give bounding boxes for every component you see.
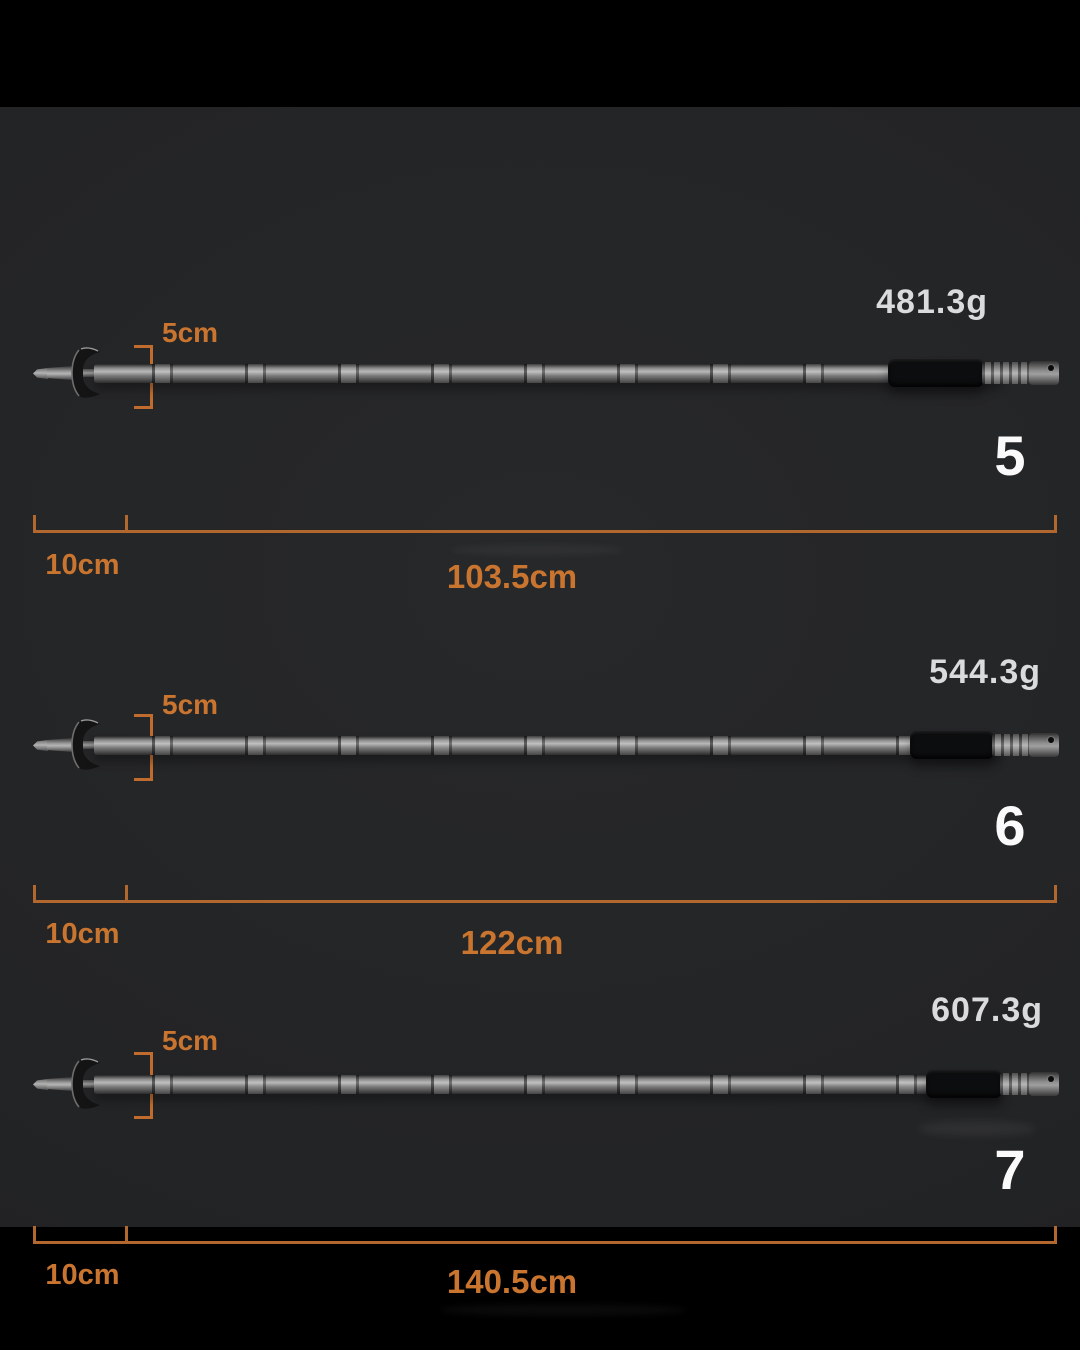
pole-basket-icon <box>71 1058 100 1109</box>
pole-tip-rod-icon <box>73 369 99 377</box>
pole-grip <box>926 1070 1002 1098</box>
total-length-label: 103.5cm <box>446 558 578 595</box>
cord-hole-icon <box>1048 365 1054 371</box>
ruler-tick-10cm <box>125 515 128 531</box>
size-number: 6 <box>994 794 1026 857</box>
segment-length-label: 5cm <box>162 317 219 348</box>
weight-label: 481.3g <box>876 283 988 321</box>
tip-length-label: 10cm <box>45 1259 120 1291</box>
length-ruler <box>33 884 1057 903</box>
pole-basket-icon <box>71 347 100 398</box>
pole-grip <box>888 359 984 387</box>
watermark-smudge <box>450 544 625 556</box>
pole-graphic <box>30 1052 1062 1116</box>
pole-endcap <box>1029 733 1059 757</box>
pole-grip <box>910 731 994 759</box>
tip-length-label: 10cm <box>45 549 120 581</box>
length-ruler <box>33 514 1057 533</box>
pole-tip-icon <box>33 740 48 751</box>
size-number: 5 <box>994 424 1026 487</box>
ruler-tick-right <box>1054 885 1057 901</box>
segment-length-label: 5cm <box>162 1025 219 1056</box>
segment-length-label: 5cm <box>162 689 219 720</box>
pole-endcap <box>1029 361 1059 385</box>
weight-label: 544.3g <box>929 653 1041 691</box>
pole-shaft <box>94 1075 1002 1094</box>
pole-endcap <box>1029 1072 1059 1096</box>
pole-graphic <box>30 341 1062 405</box>
ruler-tick-10cm <box>125 1226 128 1242</box>
pole-tip-icon <box>33 1079 48 1090</box>
tip-length-label: 10cm <box>45 918 120 950</box>
watermark-smudge <box>440 1304 685 1316</box>
weight-label: 607.3g <box>931 991 1043 1029</box>
ruler-tick-right <box>1054 515 1057 531</box>
ruler-tick-right <box>1054 1226 1057 1242</box>
ruler-tick-left <box>33 515 36 531</box>
pole-tip-collar-icon <box>47 738 74 752</box>
content-area: 481.3g 5cm 5 <box>0 107 1080 1316</box>
pole-end-segments <box>1000 1073 1034 1095</box>
total-length-label: 140.5cm <box>446 1263 578 1300</box>
size-number: 7 <box>994 1138 1026 1201</box>
cord-hole-icon <box>1048 737 1054 743</box>
pole-end-segments <box>992 734 1034 756</box>
pole-tip-icon <box>33 368 48 379</box>
pole-tip-collar-icon <box>47 366 74 380</box>
total-length-label: 122cm <box>460 924 564 961</box>
pole-shaft <box>94 736 1002 755</box>
ruler-tick-left <box>33 885 36 901</box>
cord-hole-icon <box>1048 1076 1054 1082</box>
pole-tip-rod-icon <box>73 741 99 749</box>
length-ruler <box>33 1225 1057 1244</box>
pole-basket-icon <box>71 719 100 770</box>
pole-shaft <box>94 364 1002 383</box>
pole-tip-collar-icon <box>47 1077 74 1091</box>
ruler-tick-left <box>33 1226 36 1242</box>
pole-tip-rod-icon <box>73 1080 99 1088</box>
pole-graphic <box>30 713 1062 777</box>
pole-end-segments <box>982 362 1032 384</box>
ruler-tick-10cm <box>125 885 128 901</box>
watermark-smudge <box>918 1121 1036 1136</box>
